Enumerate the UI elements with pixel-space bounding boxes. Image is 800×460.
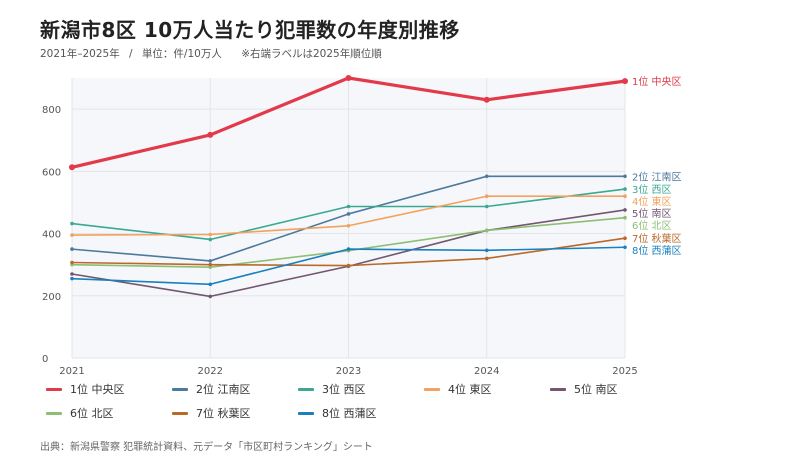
series-end-label: 8位 西蒲区	[632, 244, 682, 257]
chart-legend: 1位 中央区 2位 江南区 3位 西区 4位 東区 5位 南区 6位 北区 7位 秋葉区 8位…	[46, 382, 786, 420]
data-point	[623, 245, 627, 250]
data-point	[346, 247, 351, 251]
data-point	[70, 221, 74, 226]
series-end-label: 2位 江南区	[632, 170, 682, 183]
data-point	[208, 232, 213, 237]
series-end-label: 4位 東区	[632, 195, 672, 208]
legend-swatch	[46, 411, 62, 415]
x-tick-label: 2022	[198, 366, 223, 377]
data-point	[623, 236, 627, 241]
data-point	[70, 233, 74, 237]
data-point	[623, 187, 627, 191]
data-point	[70, 276, 74, 281]
subtitle-note: ※右端ラベルは2025年順位順	[241, 48, 382, 60]
data-point	[623, 174, 627, 179]
data-point	[69, 164, 75, 171]
legend-item: 7位 秋葉区	[172, 406, 298, 420]
data-point	[484, 174, 489, 179]
y-tick-label: 200	[42, 292, 61, 303]
legend-label: 6位 北区	[70, 407, 114, 420]
data-point	[346, 263, 351, 268]
data-point	[208, 282, 213, 287]
data-point	[484, 204, 489, 209]
data-point	[484, 248, 489, 253]
data-point	[623, 215, 627, 220]
legend-swatch	[550, 387, 566, 391]
legend-label: 2位 江南区	[196, 383, 251, 396]
y-tick-label: 600	[42, 167, 61, 178]
data-point	[484, 228, 489, 233]
series-end-label: 3位 西区	[632, 183, 672, 196]
legend-item: 6位 北区	[46, 406, 172, 420]
legend-swatch	[298, 411, 314, 415]
data-point	[484, 194, 489, 199]
legend-label: 8位 西蒲区	[322, 407, 377, 420]
data-point	[207, 131, 214, 138]
subtitle-separator: /	[129, 48, 133, 60]
legend-label: 1位 中央区	[70, 383, 125, 396]
legend-swatch	[172, 387, 188, 391]
data-point	[208, 259, 213, 263]
legend-item: 3位 西区	[298, 382, 424, 396]
series-end-label: 5位 南区	[632, 207, 672, 220]
data-point	[622, 78, 628, 85]
legend-swatch	[172, 411, 188, 415]
chart-title: 新潟市8区 10万人当たり犯罪数の年度別推移	[40, 18, 460, 42]
data-point	[346, 204, 351, 209]
x-tick-label: 2025	[612, 366, 637, 377]
data-point	[623, 194, 627, 199]
legend-label: 3位 西区	[322, 383, 366, 396]
data-point	[623, 208, 627, 212]
legend-item: 4位 東区	[424, 382, 550, 396]
data-point	[208, 265, 213, 269]
source-note: 出典：新潟県警察 犯罪統計資料、元データ「市区町村ランキング」シート	[40, 442, 373, 453]
data-point	[346, 223, 351, 228]
y-tick-label: 400	[42, 230, 61, 241]
data-point	[70, 247, 74, 251]
data-point	[346, 212, 351, 216]
subtitle-unit: 単位：件/10万人	[141, 48, 222, 60]
series-end-label: 7位 秋葉区	[632, 232, 682, 245]
data-point	[483, 96, 490, 103]
legend-item: 8位 西蒲区	[298, 406, 424, 420]
series-end-label: 1位 中央区	[632, 75, 682, 88]
legend-swatch	[46, 387, 62, 391]
legend-item: 2位 江南区	[172, 382, 298, 396]
legend-label: 7位 秋葉区	[196, 407, 251, 420]
x-tick-label: 2024	[474, 366, 499, 377]
legend-item: 5位 南区	[550, 382, 676, 396]
x-tick-label: 2023	[336, 366, 361, 377]
legend-label: 4位 東区	[448, 383, 492, 396]
data-point	[70, 272, 74, 276]
data-point	[208, 237, 213, 242]
legend-label: 5位 南区	[574, 383, 618, 396]
series-end-label: 6位 北区	[632, 219, 672, 232]
y-tick-label: 800	[42, 105, 61, 116]
legend-swatch	[298, 387, 314, 391]
x-tick-label: 2021	[59, 366, 84, 377]
chart-subtitle: 2021年–2025年 / 単位：件/10万人 ※右端ラベルは2025年順位順	[40, 46, 388, 61]
line-chart: 0 200 400 600 800 2021 2022 2023 2024 2025 1位 中央区 2…	[42, 75, 682, 377]
data-point	[208, 262, 213, 267]
legend-item: 1位 中央区	[46, 382, 172, 396]
data-point	[208, 294, 213, 299]
y-tick-label: 0	[42, 354, 48, 365]
data-point	[484, 256, 489, 261]
legend-swatch	[424, 387, 440, 391]
data-point	[70, 260, 74, 265]
subtitle-period: 2021年–2025年	[40, 48, 120, 60]
data-point	[345, 75, 352, 81]
